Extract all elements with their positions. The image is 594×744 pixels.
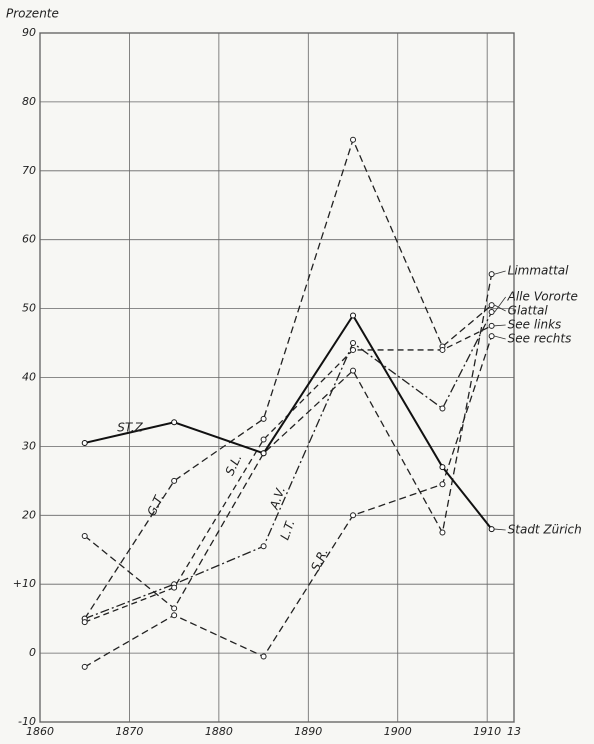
data-point [350,346,357,353]
x-tick-label: 1890 [294,725,322,738]
x-tick-label: 1870 [115,725,143,738]
x-tick-label: 1900 [384,725,412,738]
data-point [439,481,446,488]
y-tick-label: 70 [22,164,36,177]
series-line [84,313,493,530]
data-point [81,439,88,446]
data-point [81,619,88,626]
y-tick-label: 20 [22,508,36,521]
legend-leader [494,335,506,340]
data-point [260,653,267,660]
data-point [488,271,495,278]
data-point [171,419,178,426]
y-tick-label: 60 [22,233,36,246]
data-point [488,526,495,533]
data-point [81,663,88,670]
x-tick-label: 1880 [205,725,233,738]
x-tick-label: 1860 [26,725,54,738]
y-tick-label: 40 [22,371,36,384]
data-point [439,529,446,536]
series-label: S.L. [223,452,245,478]
series-line [84,335,493,668]
legend-label: Limmattal [508,264,570,278]
data-point [260,543,267,550]
legend-leader [494,324,506,327]
data-point [350,340,357,347]
y-axis-label: Prozente [6,7,59,21]
legend-label: See rechts [508,332,572,346]
series-label: ST.Z [117,421,143,435]
legend-leader [494,304,506,312]
legend-label: Alle Vororte [507,290,578,304]
x-tick-label: 1910 [473,725,501,738]
series-label: G.T. [144,491,166,518]
y-tick-label: 50 [22,302,36,315]
y-tick-label: 90 [22,26,36,39]
y-tick-label: -10 [18,715,36,728]
data-point [350,367,357,374]
data-point [260,450,267,457]
data-point [488,322,495,329]
data-point [171,612,178,619]
series-line [84,311,493,620]
data-point [350,312,357,319]
data-point [488,302,495,309]
legend-leader [494,270,506,275]
legend-label: Glattal [508,304,549,318]
data-point [260,436,267,443]
series-line [84,137,493,620]
data-point [171,584,178,591]
y-tick-label: 80 [22,95,36,108]
y-tick-label: +10 [13,577,36,590]
data-point [171,477,178,484]
series-line [84,325,492,623]
data-point [439,346,446,353]
data-point [439,405,446,412]
data-point [260,415,267,422]
series-label: S.R. [308,546,331,573]
x-tick-label: 13 [507,725,521,738]
data-point [350,512,357,519]
y-tick-label: 0 [29,646,36,659]
legend-leader [494,296,506,313]
data-point [488,309,495,316]
data-point [171,605,178,612]
series-line [84,274,493,610]
data-point [488,333,495,340]
data-point [350,136,357,143]
legend-label: Stadt Zürich [508,523,582,537]
legend-leader [494,528,506,531]
y-tick-label: 30 [22,439,36,452]
data-point [439,464,446,471]
legend-label: See links [508,318,562,332]
series-label: L.T. [277,518,297,542]
data-point [81,532,88,539]
